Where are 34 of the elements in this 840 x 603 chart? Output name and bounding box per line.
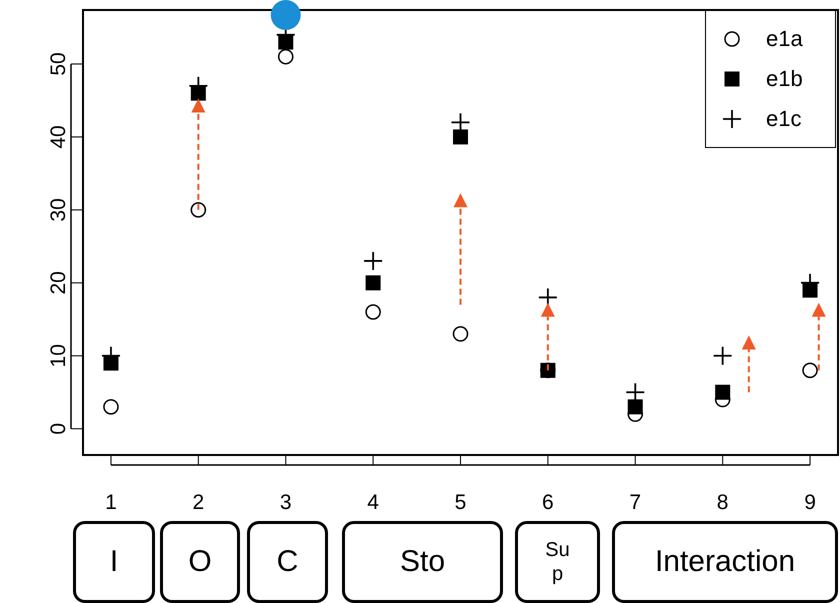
x-tick-label: 6 (542, 491, 554, 514)
legend-label: e1c (766, 106, 802, 132)
y-tick-label: 0 (47, 422, 70, 435)
y-tick-label: 50 (47, 52, 70, 76)
text: C (247, 521, 328, 603)
text: Interaction (612, 521, 838, 603)
x-tick-label: 5 (454, 491, 466, 514)
point (190, 202, 206, 218)
x-tick-label: 8 (716, 491, 728, 514)
text: O (160, 521, 240, 603)
point (715, 384, 730, 400)
point (453, 129, 468, 144)
x-tick-label: 1 (105, 491, 117, 514)
point (366, 275, 381, 290)
point (452, 326, 468, 342)
text: I (73, 521, 155, 603)
legend-label: e1b (766, 66, 803, 92)
point (365, 304, 381, 320)
point (628, 399, 643, 414)
legend-label: e1a (766, 26, 803, 52)
point (802, 362, 818, 378)
text: Sup (515, 521, 600, 603)
point (278, 48, 294, 64)
y-tick-label: 20 (47, 271, 70, 295)
y-tick-label: 10 (47, 344, 70, 368)
x-tick-label: 7 (629, 491, 642, 514)
x-tick-label: 4 (367, 491, 380, 514)
x-tick-label: 3 (280, 491, 292, 514)
text: Sto (342, 521, 503, 603)
x-tick-label: 2 (192, 491, 204, 514)
point (103, 399, 119, 415)
y-tick-label: 40 (47, 125, 70, 149)
y-tick-label: 30 (47, 198, 70, 222)
x-tick-label: 9 (804, 491, 816, 514)
